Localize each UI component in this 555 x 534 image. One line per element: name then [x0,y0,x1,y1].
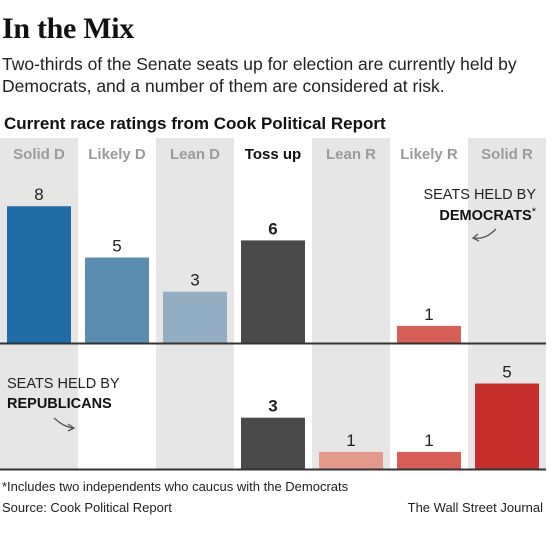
category-label: Lean D [170,146,220,163]
category-label: Solid D [13,146,65,163]
bar-republicans [319,451,383,469]
source-note: Source: Cook Political Report [2,500,172,515]
bar-democrats [85,257,149,343]
bar-value-label: 1 [424,305,433,324]
bar-chart: Solid D Likely D Lean D Toss up Lean R Likely… [0,138,546,471]
bar-value-label: 1 [346,431,355,450]
series-label-democrats-prefix: SEATS HELD BY [423,187,536,203]
category-label: Likely D [88,146,146,163]
chart-subtitle: Two-thirds of the Senate seats up for el… [2,54,517,96]
publisher-credit: The Wall Street Journal [407,500,543,515]
bar-value-label: 3 [190,271,199,290]
series-label-republicans: REPUBLICANS [7,396,112,412]
bar-value-label: 8 [34,185,43,204]
bar-value-label: 5 [112,237,121,256]
category-label: Solid R [481,146,533,163]
arrow-icon [53,417,74,429]
bar-democrats [163,291,227,343]
category-label: Toss up [245,146,301,163]
bar-value-label: 5 [502,363,511,382]
bar-value-label: 6 [268,219,277,238]
column-background-lean-r [312,138,390,469]
chart-title: In the Mix [2,12,135,45]
category-label: Lean R [326,146,376,163]
bar-republicans [241,417,305,469]
bar-republicans [475,383,539,469]
series-label-republicans-prefix: SEATS HELD BY [7,376,120,392]
arrow-head-icon [471,233,480,242]
bar-democrats [7,206,71,343]
chart-heading: Current race ratings from Cook Political… [4,114,386,133]
arrow-head-icon [67,423,76,432]
bar-value-label: 1 [424,431,433,450]
bar-republicans [397,451,461,469]
footnote: *Includes two independents who caucus wi… [2,479,349,494]
arrow-icon [473,228,497,239]
footnote-mark: * [532,206,537,218]
bar-democrats [397,325,461,343]
category-label: Likely R [400,146,458,163]
bar-democrats [241,240,305,343]
bar-value-label: 3 [268,397,277,416]
series-label-democrats: DEMOCRATS* [439,206,536,224]
